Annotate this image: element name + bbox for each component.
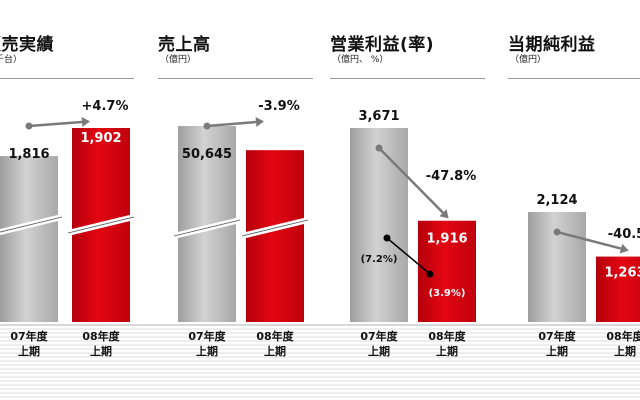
axis-break-edge	[241, 219, 309, 237]
period-label-line: 08年度	[82, 329, 120, 343]
value-label-08h1: 1,263	[604, 266, 640, 281]
period-label-07h1: 07年度上期	[188, 329, 226, 358]
axis-break-edge	[173, 219, 241, 237]
bar-07h1	[350, 128, 408, 322]
change-arrow-head	[619, 243, 629, 254]
change-arrow-line	[378, 147, 444, 214]
period-label-line: 上期	[264, 344, 286, 358]
bar-07h1	[0, 156, 58, 322]
period-label-08h1: 08年度上期	[428, 329, 466, 358]
period-label-line: 上期	[614, 344, 636, 358]
floor-stripes	[0, 328, 640, 400]
value-label-07h1: 50,645	[182, 147, 232, 162]
value-label-08h1: 1,916	[426, 232, 467, 247]
change-arrow-head	[439, 209, 449, 219]
period-label-line: 07年度	[10, 329, 48, 343]
margin-label-08h1: (3.9%)	[429, 288, 466, 299]
panel-net-sales: 売上高 （億円） 50,645 48,693 -3.9% 07年度上期 08年度上期	[158, 0, 318, 400]
axis-break-edge	[67, 216, 135, 234]
period-label-line: 上期	[546, 344, 568, 358]
title-rule	[508, 78, 640, 79]
panel-unit: （億円、 %）	[332, 55, 389, 65]
value-label-08h1: 1,902	[80, 131, 121, 146]
period-label-line: 07年度	[188, 329, 226, 343]
change-label: +4.7%	[82, 99, 129, 114]
margin-line	[386, 237, 431, 275]
period-label-line: 上期	[90, 344, 112, 358]
period-label-07h1: 07年度上期	[10, 329, 48, 358]
panel-unit: （千台）	[0, 55, 23, 65]
axis-break-edge	[0, 216, 63, 233]
period-label-line: 07年度	[538, 329, 576, 343]
period-label-line: 上期	[436, 344, 458, 358]
period-label-07h1: 07年度上期	[360, 329, 398, 358]
panel-title: 売上高	[158, 35, 211, 55]
panel-unit: （億円）	[510, 55, 547, 65]
change-arrow-head	[255, 117, 264, 127]
period-label-08h1: 08年度上期	[82, 329, 120, 358]
period-label-line: 上期	[368, 344, 390, 358]
panel-title: 販売実績	[0, 35, 54, 55]
panel-operating-income: 営業利益(率) （億円、 %） 3,671 1,916 -47.8% (7.2%) (3…	[330, 0, 490, 400]
period-label-line: 08年度	[256, 329, 294, 343]
panel-title: 当期純利益	[508, 35, 596, 55]
change-arrow-line	[556, 230, 622, 250]
chart-baseline	[0, 324, 640, 326]
change-label: -47.8%	[426, 169, 477, 184]
change-arrow-head	[81, 117, 90, 127]
period-label-08h1: 08年度上期	[606, 329, 640, 358]
period-label-line: 上期	[196, 344, 218, 358]
period-label-line: 08年度	[428, 329, 466, 343]
change-arrow-line	[28, 120, 83, 128]
period-label-07h1: 07年度上期	[538, 329, 576, 358]
bar-08h1	[596, 256, 640, 322]
period-label-line: 上期	[18, 344, 40, 358]
change-label: -3.9%	[258, 99, 299, 114]
title-rule	[330, 78, 485, 79]
period-label-line: 07年度	[360, 329, 398, 343]
title-rule	[158, 78, 313, 79]
margin-point-07h1	[383, 234, 391, 242]
change-arrow-line	[206, 120, 257, 128]
title-rule	[0, 78, 134, 79]
period-label-line: 08年度	[606, 329, 640, 343]
margin-point-08h1	[426, 270, 434, 278]
value-label-08h1: 48,693	[250, 131, 300, 146]
value-label-07h1: 2,124	[536, 193, 577, 208]
bar-08h1	[246, 150, 304, 322]
change-label: -40.5%	[608, 227, 640, 242]
value-label-07h1: 3,671	[358, 109, 399, 124]
panel-title: 営業利益(率)	[330, 35, 435, 55]
period-label-08h1: 08年度上期	[256, 329, 294, 358]
value-label-07h1: 1,816	[8, 147, 49, 162]
panel-unit: （億円）	[160, 55, 197, 65]
margin-label-07h1: (7.2%)	[361, 254, 398, 265]
